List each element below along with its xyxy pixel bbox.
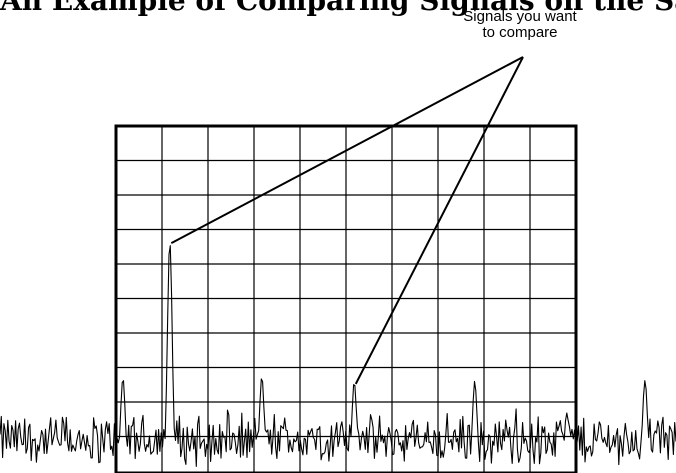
page-title: An Example of Comparing Signals on the S… [0,0,676,17]
callout-leader-line [354,56,524,385]
callout-label: Signals you want to compare [420,9,620,41]
callout-leader-line [170,56,524,245]
graticule [116,126,576,473]
callout-label-line-2: to compare [482,24,558,41]
callout-leaders [170,56,524,385]
callout-label-line-1: Signals you want [463,8,577,25]
spectrum-trace [0,245,676,467]
graticule-frame [114,124,578,473]
